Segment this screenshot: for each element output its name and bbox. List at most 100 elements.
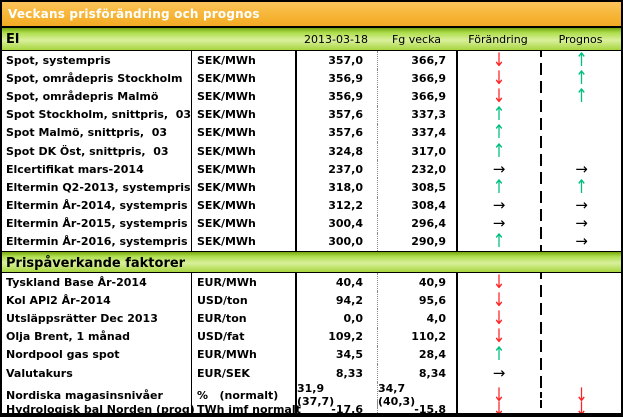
row-unit: SEK/MWh	[191, 214, 295, 233]
value-previous-week: 232,0	[377, 160, 456, 179]
forecast-cell	[540, 123, 621, 142]
down-arrow-icon: ↓	[575, 383, 588, 406]
up-arrow-icon: ↑	[575, 84, 588, 108]
table-row: Utsläppsrätter Dec 2013 EUR/ton 0,0 4,0 ↓	[2, 306, 621, 330]
row-unit: EUR/SEK	[191, 364, 295, 383]
value-current: 300,0	[295, 232, 377, 252]
table-row: Eltermin År-2014, systempris SEK/MWh 312,2…	[2, 196, 621, 215]
forecast-cell: →	[540, 159, 621, 179]
up-arrow-icon: ↑	[575, 175, 588, 199]
forecast-cell	[540, 364, 621, 383]
row-label: Eltermin År-2015, systempris	[6, 217, 188, 231]
row-label: Valutakurs	[6, 366, 73, 380]
row-label: Nordpool gas spot	[6, 348, 120, 362]
row-label: Hydrologisk bal Norden (prog)	[6, 402, 195, 416]
change-cell: ↓	[456, 66, 540, 89]
table-row: Tyskland Base År-2014 EUR/MWh 40,4 40,9 ↓	[2, 270, 621, 293]
down-arrow-icon: ↓	[492, 383, 506, 406]
row-unit: SEK/MWh	[191, 160, 295, 179]
change-cell: ↑	[456, 175, 540, 199]
table-row: Hydrologisk bal Norden (prog) TWh jmf nor…	[2, 397, 621, 417]
row-label: Spot DK Öst, snittpris, 03	[6, 144, 169, 158]
down-arrow-icon: ↓	[492, 324, 506, 348]
value-current: -17,6	[295, 400, 377, 413]
up-arrow-icon: ↑	[492, 175, 506, 199]
flat-arrow-icon: →	[575, 159, 588, 178]
table-row: Nordiska magasinsnivåer % (normalt) 31,9 (…	[2, 382, 621, 409]
value-current: 40,4	[295, 273, 377, 292]
row-label: Nordiska magasinsnivåer	[6, 388, 163, 402]
row-unit: EUR/ton	[191, 309, 295, 328]
value-previous-week: 337,4	[377, 123, 456, 142]
value-previous-week: 308,4	[377, 196, 456, 215]
value-previous-week: 366,9	[377, 87, 456, 106]
column-header-forecast: Prognos	[558, 32, 603, 46]
down-arrow-icon: ↓	[492, 397, 506, 417]
down-arrow-icon: ↓	[492, 270, 506, 293]
value-current: 300,4	[295, 214, 377, 233]
change-cell: ↓	[456, 397, 540, 417]
column-header-row: El 2013-03-18 Fg vecka Förändring Progno…	[2, 28, 621, 51]
table-row: Valutakurs EUR/SEK 8,33 8,34 →	[2, 363, 621, 383]
down-arrow-icon: ↓	[492, 66, 506, 89]
row-unit: SEK/MWh	[191, 232, 295, 252]
value-previous-week: -15,8	[377, 400, 456, 413]
flat-arrow-icon: →	[492, 363, 506, 382]
row-unit: USD/ton	[191, 291, 295, 310]
value-current: 109,2	[295, 327, 377, 346]
change-cell: ↓	[456, 84, 540, 108]
forecast-cell: ↑	[540, 68, 621, 88]
up-arrow-icon: ↑	[492, 343, 506, 366]
column-header-prev-week: Fg vecka	[391, 32, 442, 46]
row-label: Spot, områdepris Stockholm	[6, 71, 183, 85]
section-factors-title: Prispåverkande faktorer	[6, 256, 186, 272]
row-label: Elcertifikat mars-2014	[6, 162, 144, 176]
table-row: Spot, områdepris Stockholm SEK/MWh 356,9 36…	[2, 66, 621, 89]
value-previous-week: 95,6	[377, 291, 456, 310]
forecast-cell: ↑	[540, 175, 621, 199]
row-unit: SEK/MWh	[191, 105, 295, 124]
value-current: 0,0	[295, 309, 377, 328]
table-row: Olja Brent, 1 månad USD/fat 109,2 110,2 ↓	[2, 324, 621, 348]
row-label: Eltermin År-2016, systempris	[6, 235, 188, 249]
change-cell: ↑	[456, 141, 540, 161]
table-row: Elcertifikat mars-2014 SEK/MWh 237,0 232,0 →…	[2, 159, 621, 179]
value-current: 312,2	[295, 196, 377, 215]
row-unit: SEK/MWh	[191, 87, 295, 106]
change-cell: ↓	[456, 306, 540, 330]
forecast-cell	[540, 309, 621, 328]
forecast-cell	[540, 273, 621, 292]
forecast-cell	[540, 327, 621, 346]
forecast-cell	[540, 345, 621, 364]
flat-arrow-icon: →	[575, 214, 588, 233]
change-cell: ↓	[456, 50, 540, 70]
table-row: Spot, områdepris Malmö SEK/MWh 356,9 366,9 ↓…	[2, 84, 621, 108]
flat-arrow-icon: →	[575, 232, 588, 251]
row-unit: SEK/MWh	[191, 51, 295, 70]
value-previous-week: 4,0	[377, 309, 456, 328]
down-arrow-icon: ↓	[492, 84, 506, 108]
row-unit: % (normalt)	[191, 382, 295, 409]
forecast-cell: ↓	[540, 382, 621, 409]
row-label: Spot Stockholm, snittpris, 03	[6, 108, 192, 122]
forecast-cell	[540, 141, 621, 161]
section-el-title: El	[6, 31, 20, 47]
value-previous-week: 366,9	[377, 69, 456, 88]
down-arrow-icon: ↓	[492, 306, 506, 330]
row-unit: USD/fat	[191, 327, 295, 346]
column-header-date: 2013-03-18	[304, 32, 368, 46]
row-label: Spot, systempris	[6, 53, 111, 67]
section-factors-title-bar: Prispåverkande faktorer	[2, 251, 621, 274]
up-arrow-icon: ↑	[492, 102, 506, 126]
value-current: 318,0	[295, 178, 377, 197]
down-arrow-icon: ↓	[492, 288, 506, 311]
value-current: 34,5	[295, 345, 377, 364]
value-current: 94,2	[295, 291, 377, 310]
row-unit: SEK/MWh	[191, 69, 295, 88]
table-row: Kol API2 År-2014 USD/ton 94,2 95,6 ↓	[2, 288, 621, 311]
table-row: Eltermin År-2016, systempris SEK/MWh 300,0…	[2, 232, 621, 252]
forecast-cell: →	[540, 214, 621, 233]
value-current: 324,8	[295, 141, 377, 161]
table-row: Spot, systempris SEK/MWh 357,0 366,7 ↓ ↑	[2, 50, 621, 70]
table-row: Eltermin År-2015, systempris SEK/MWh 300,4…	[2, 214, 621, 233]
